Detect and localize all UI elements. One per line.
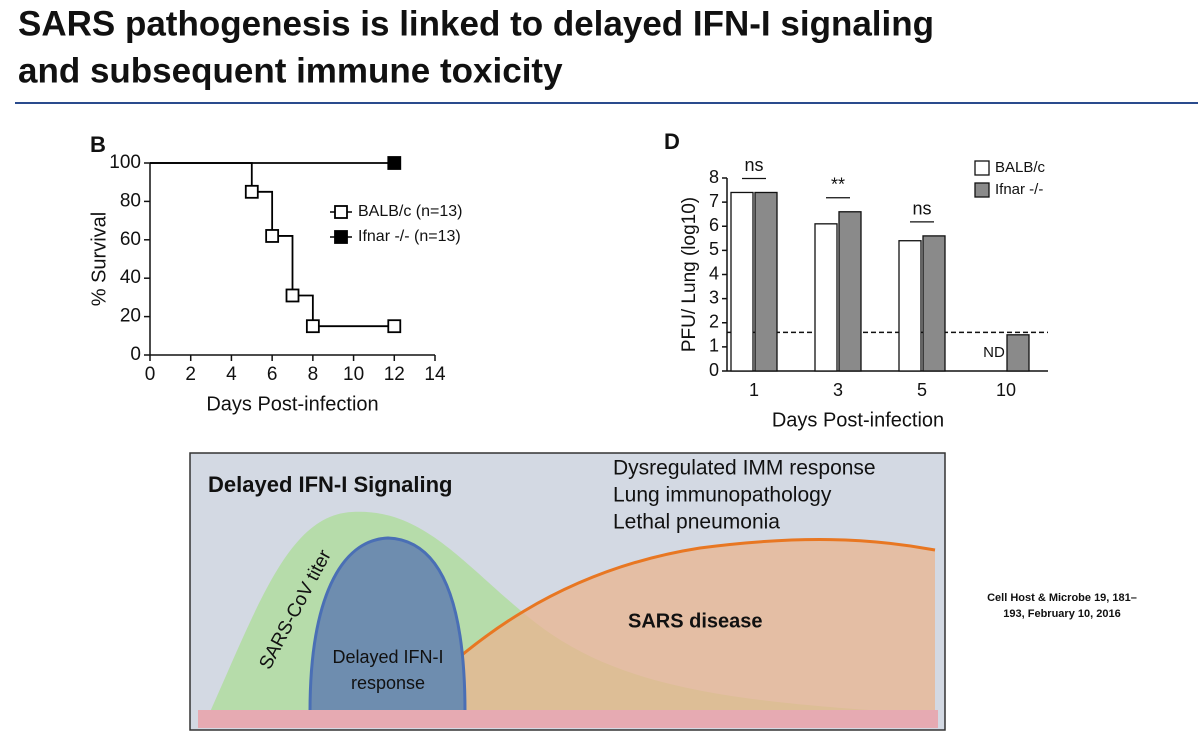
y-tick-label: 7	[709, 191, 719, 211]
y-tick-label: 20	[120, 306, 141, 327]
survival-marker	[305, 319, 320, 334]
bar	[1006, 334, 1030, 372]
significance-label: ns	[744, 155, 763, 175]
x-axis-label: Days Post-infection	[206, 393, 378, 415]
bar	[838, 211, 862, 372]
y-tick-label: 1	[709, 336, 719, 356]
significance-label: ns	[912, 199, 931, 219]
slide-title: and subsequent immune toxicity	[18, 51, 563, 90]
legend-marker	[334, 205, 348, 219]
outcome: Lethal pneumonia	[613, 511, 780, 534]
ifn-curve	[308, 536, 467, 714]
y-tick-label: 80	[120, 190, 141, 211]
significance-label: **	[831, 175, 845, 195]
bar	[898, 240, 922, 372]
x-tick-label: 8	[308, 364, 319, 385]
x-tick-label: 1	[749, 380, 759, 400]
legend-marker	[334, 230, 348, 244]
outcome: Dysregulated IMM response	[613, 457, 876, 480]
legend-swatch	[974, 182, 990, 198]
y-tick-label: 3	[709, 287, 719, 307]
survival-marker	[387, 319, 402, 334]
x-axis-label: Days Post-infection	[772, 409, 944, 431]
y-tick-label: 0	[709, 360, 719, 380]
legend-label: BALB/c (n=13)	[358, 203, 463, 220]
y-tick-label: 4	[709, 263, 719, 283]
x-tick-label: 14	[424, 364, 446, 385]
x-tick-label: 10	[996, 380, 1016, 400]
outcome: Lung immunopathology	[613, 484, 832, 507]
x-tick-label: 5	[917, 380, 927, 400]
bar	[814, 223, 838, 372]
disease-area	[400, 539, 935, 712]
legend-label: Ifnar -/- (n=13)	[358, 228, 461, 245]
y-tick-label: 6	[709, 215, 719, 235]
survival-marker	[265, 229, 280, 243]
y-tick-label: 60	[120, 229, 141, 250]
y-axis-label: PFU/ Lung (log10)	[679, 197, 700, 352]
x-tick-label: 0	[145, 364, 156, 385]
citation: Cell Host & Microbe 19, 181–	[987, 592, 1137, 604]
x-tick-label: 2	[185, 364, 196, 385]
slide-title: SARS pathogenesis is linked to delayed I…	[18, 4, 934, 43]
disease-curve	[398, 538, 936, 714]
bar	[730, 191, 754, 372]
y-tick-label: 5	[709, 239, 719, 259]
y-tick-label: 100	[109, 152, 141, 173]
diagram: Delayed IFN-I Signaling Dysregulated IMM…	[189, 452, 946, 731]
ifn-label: Delayed IFN-I	[332, 647, 443, 667]
y-tick-label: 40	[120, 267, 141, 288]
y-axis-label: % Survival	[88, 212, 110, 306]
diagram-title: Delayed IFN-I Signaling	[208, 472, 452, 497]
citation: 193, February 10, 2016	[1003, 608, 1120, 620]
nd-label: ND	[983, 344, 1005, 361]
x-tick-label: 12	[384, 364, 405, 385]
disease-label: SARS disease	[628, 610, 763, 632]
x-tick-label: 10	[343, 364, 364, 385]
survival-marker	[244, 184, 259, 199]
bar	[922, 235, 946, 372]
bar	[754, 191, 778, 372]
survival-marker	[285, 288, 300, 303]
y-tick-label: 8	[709, 167, 719, 187]
x-tick-label: 6	[267, 364, 278, 385]
legend-label: BALB/c	[995, 159, 1046, 176]
legend-label: Ifnar -/-	[995, 181, 1043, 198]
survival-marker	[387, 156, 402, 170]
panel-label: D	[664, 129, 680, 154]
legend-swatch	[974, 160, 990, 176]
panel-label: B	[90, 132, 106, 157]
y-tick-label: 2	[709, 312, 719, 332]
survival-line	[150, 162, 395, 328]
baseline-strip	[198, 710, 938, 728]
x-tick-label: 4	[226, 364, 237, 385]
ifn-label: response	[351, 673, 425, 693]
x-tick-label: 3	[833, 380, 843, 400]
y-tick-label: 0	[130, 344, 141, 365]
